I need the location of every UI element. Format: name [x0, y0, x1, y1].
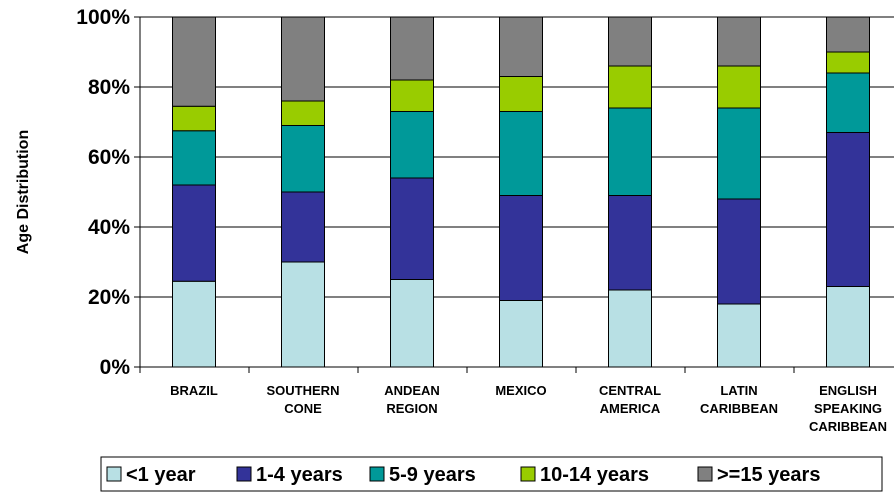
- y-tick-labels: 0% 20% 40% 60% 80% 100%: [76, 6, 130, 379]
- legend-swatch: [697, 466, 713, 482]
- y-axis-title: Age Distribution: [15, 130, 32, 254]
- y-tick-label: 20%: [88, 286, 130, 309]
- bar-segment: [826, 286, 870, 368]
- legend-label: <1 year: [126, 464, 196, 486]
- bar-segment: [608, 16, 652, 67]
- bar-segment: [826, 51, 870, 74]
- bars: [172, 16, 870, 368]
- bar-segment: [390, 177, 434, 280]
- legend-box: [100, 456, 883, 492]
- x-category-label: LATIN: [720, 383, 757, 398]
- bar-segment: [717, 16, 761, 67]
- bar-segment: [281, 100, 325, 126]
- x-category-label: ENGLISH: [819, 383, 877, 398]
- legend-swatch: [106, 466, 122, 482]
- bar-segment: [826, 132, 870, 287]
- bar-segment: [499, 76, 543, 112]
- legend-label: >=15 years: [717, 464, 820, 486]
- bar-segment: [172, 184, 216, 282]
- bar-segment: [608, 195, 652, 291]
- axes: [134, 16, 894, 373]
- bar-segment: [717, 107, 761, 200]
- bar-segment: [390, 279, 434, 368]
- x-category-label: SOUTHERN: [267, 383, 340, 398]
- legend-swatch: [369, 466, 385, 482]
- bar-segment: [390, 111, 434, 179]
- x-category-label: ANDEAN: [384, 383, 440, 398]
- legend-swatch: [520, 466, 536, 482]
- x-category-label: BRAZIL: [170, 383, 218, 398]
- legend: <1 year 1-4 years 5-9 years 10-14 years >=15…: [100, 456, 883, 492]
- y-tick-label: 80%: [88, 76, 130, 99]
- bar-segment: [281, 125, 325, 193]
- bar-segment: [717, 198, 761, 305]
- bar-segment: [717, 65, 761, 109]
- bar-segment: [172, 105, 216, 132]
- legend-swatch: [236, 466, 252, 482]
- bar-segment: [172, 280, 216, 368]
- y-tick-label: 40%: [88, 216, 130, 239]
- bar-segment: [717, 303, 761, 368]
- legend-label: 1-4 years: [256, 464, 343, 486]
- x-category-label: CARIBBEAN: [809, 419, 887, 434]
- bar-segment: [390, 79, 434, 112]
- legend-label: 10-14 years: [540, 464, 649, 486]
- bar-segment: [281, 261, 325, 368]
- bar-segment: [499, 195, 543, 301]
- bar-segment: [281, 191, 325, 263]
- x-category-label: REGION: [386, 401, 437, 416]
- bar-segment: [826, 16, 870, 53]
- bar-segment: [608, 107, 652, 196]
- bar-segment: [608, 65, 652, 109]
- x-category-label: CONE: [284, 401, 322, 416]
- x-category-label: AMERICA: [600, 401, 661, 416]
- bar-segment: [281, 16, 325, 102]
- bar-segment: [499, 16, 543, 77]
- x-category-labels: BRAZIL SOUTHERN CONE ANDEAN REGION MEXICO CENT…: [170, 383, 887, 434]
- bar-segment: [826, 72, 870, 133]
- y-tick-label: 100%: [76, 6, 130, 29]
- bar-segment: [172, 130, 216, 186]
- x-category-label: MEXICO: [495, 383, 546, 398]
- legend-label: 5-9 years: [389, 464, 476, 486]
- x-category-label: CENTRAL: [599, 383, 661, 398]
- y-tick-label: 0%: [100, 356, 131, 379]
- bar-segment: [390, 16, 434, 81]
- bar-segment: [499, 300, 543, 368]
- bar-segment: [499, 111, 543, 196]
- bar-segment: [172, 16, 216, 107]
- x-category-label: SPEAKING: [814, 401, 882, 416]
- bar-segment: [608, 289, 652, 368]
- y-tick-label: 60%: [88, 146, 130, 169]
- x-category-label: CARIBBEAN: [700, 401, 778, 416]
